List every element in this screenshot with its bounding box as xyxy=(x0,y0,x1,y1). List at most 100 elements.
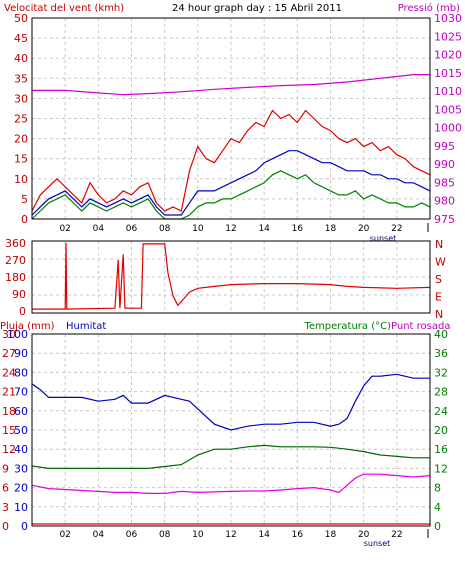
temperature-tick-label: 0 xyxy=(434,520,441,533)
wind-speed-tick-label: 25 xyxy=(14,113,28,126)
direction-tick-label: 180 xyxy=(5,271,26,284)
wind-speed-tick-label: 30 xyxy=(14,92,28,105)
rain-tick-label: 9 xyxy=(2,462,9,475)
pressure-axis-label: Pressió (mb) xyxy=(398,2,460,14)
hour-tick-label: 10 xyxy=(192,530,204,540)
graph-title: 24 hour graph day : 15 Abril 2011 xyxy=(172,3,342,14)
temperature-tick-label: 28 xyxy=(434,386,448,399)
temperature-tick-label: 32 xyxy=(434,366,448,379)
pressure-tick-label: 1015 xyxy=(434,67,462,80)
pressure-tick-label: 990 xyxy=(434,158,455,171)
hour-tick-label: 02 xyxy=(59,224,70,234)
hour-tick-label: 08 xyxy=(159,224,171,234)
hour-tick-label: 22 xyxy=(391,224,402,234)
humidity-tick-label: 50 xyxy=(14,424,28,437)
humidity-tick-label: 100 xyxy=(7,328,28,341)
temperature-tick-label: 12 xyxy=(434,462,448,475)
humidity-tick-label: 70 xyxy=(14,386,28,399)
wind-direction-line xyxy=(32,242,431,310)
rain-axis-label: Pluja (mm) xyxy=(0,321,55,332)
rain-tick-label: 6 xyxy=(2,482,9,495)
direction-plot-frame xyxy=(31,240,431,314)
hour-tick-label: 18 xyxy=(325,530,337,540)
wind-speed-tick-label: 35 xyxy=(14,72,28,85)
hour-tick-label: 04 xyxy=(93,530,105,540)
climate-plot-frame xyxy=(31,333,431,527)
wind-pressure-panel: 0510152025303540455097598098599099510001… xyxy=(4,2,462,243)
pressure-tick-label: 1025 xyxy=(434,30,462,43)
humidity-tick-label: 90 xyxy=(14,347,28,360)
hour-tick-label: 16 xyxy=(292,224,304,234)
temperature-tick-label: 8 xyxy=(434,482,441,495)
pressure-tick-label: 1005 xyxy=(434,103,462,116)
gust-line xyxy=(31,109,431,212)
rain-tick-label: 0 xyxy=(2,520,9,533)
hour-tick-label: 20 xyxy=(358,530,370,540)
hour-tick-label: 12 xyxy=(225,224,236,234)
compass-label: S xyxy=(435,273,442,286)
wind-grid xyxy=(32,18,430,219)
temperature-tick-label: 24 xyxy=(434,405,448,418)
humidity-tick-label: 0 xyxy=(21,520,28,533)
humidity-tick-label: 10 xyxy=(14,501,28,514)
hour-tick-label: 18 xyxy=(325,224,337,234)
humidity-tick-label: 40 xyxy=(14,443,28,456)
humidity-tick-label: 60 xyxy=(14,405,28,418)
pressure-tick-label: 1020 xyxy=(434,49,462,62)
wind-speed-tick-label: 40 xyxy=(14,52,28,65)
pressure-tick-label: 975 xyxy=(434,213,455,226)
wind-speed-tick-label: 45 xyxy=(14,32,28,45)
wind-speed-tick-label: 20 xyxy=(14,133,28,146)
pressure-tick-label: 995 xyxy=(434,140,455,153)
hour-tick-label: 20 xyxy=(358,224,370,234)
humidity-axis-label: Humitat xyxy=(66,321,106,332)
hour-tick-label: 14 xyxy=(258,530,270,540)
hour-tick-label: 08 xyxy=(159,530,171,540)
direction-tick-label: 360 xyxy=(5,237,26,250)
rain-tick-label: 27 xyxy=(2,347,16,360)
wind-plot-frame xyxy=(31,17,431,220)
humidity-tick-label: 80 xyxy=(14,366,28,379)
rain-tick-label: 12 xyxy=(2,443,16,456)
temperature-axis-label: Temperatura (°C) xyxy=(303,321,391,332)
direction-series xyxy=(32,242,431,310)
sunset-label-bottom: sunset xyxy=(364,539,391,548)
pressure-tick-label: 1030 xyxy=(434,12,462,25)
rain-tick-label: 21 xyxy=(2,386,16,399)
temperature-line xyxy=(31,444,430,469)
wind-speed-tick-label: 15 xyxy=(14,153,28,166)
hour-tick-label: 06 xyxy=(126,530,138,540)
hour-tick-label: 10 xyxy=(192,224,204,234)
wind-speed-tick-label: 50 xyxy=(14,12,28,25)
compass-label: W xyxy=(435,256,446,269)
pressure-tick-label: 985 xyxy=(434,176,455,189)
pressure-tick-label: 1000 xyxy=(434,122,462,135)
hour-tick-label: 02 xyxy=(59,530,70,540)
dewpoint-axis-label: Punt rosada xyxy=(391,321,450,332)
direction-grid xyxy=(32,241,430,313)
pressure-tick-label: 980 xyxy=(434,195,455,208)
wind_blue-line xyxy=(31,150,431,216)
temperature-tick-label: 36 xyxy=(434,347,448,360)
direction-tick-label: 270 xyxy=(5,254,26,267)
rain-tick-label: 30 xyxy=(2,328,16,341)
pressure-line xyxy=(32,73,430,96)
wind-speed-tick-label: 10 xyxy=(14,173,28,186)
temperature-tick-label: 20 xyxy=(434,424,448,437)
rain-tick-label: 3 xyxy=(2,501,9,514)
humidity-tick-label: 20 xyxy=(14,482,28,495)
rain-tick-label: 18 xyxy=(2,405,16,418)
compass-label: N xyxy=(435,308,443,321)
climate-series xyxy=(31,373,431,525)
hour-tick-label: 12 xyxy=(225,530,236,540)
rain-tick-label: 15 xyxy=(2,424,16,437)
dewpoint-line xyxy=(31,473,431,494)
sunset-label: sunset xyxy=(370,234,397,243)
temperature-tick-label: 40 xyxy=(434,328,448,341)
